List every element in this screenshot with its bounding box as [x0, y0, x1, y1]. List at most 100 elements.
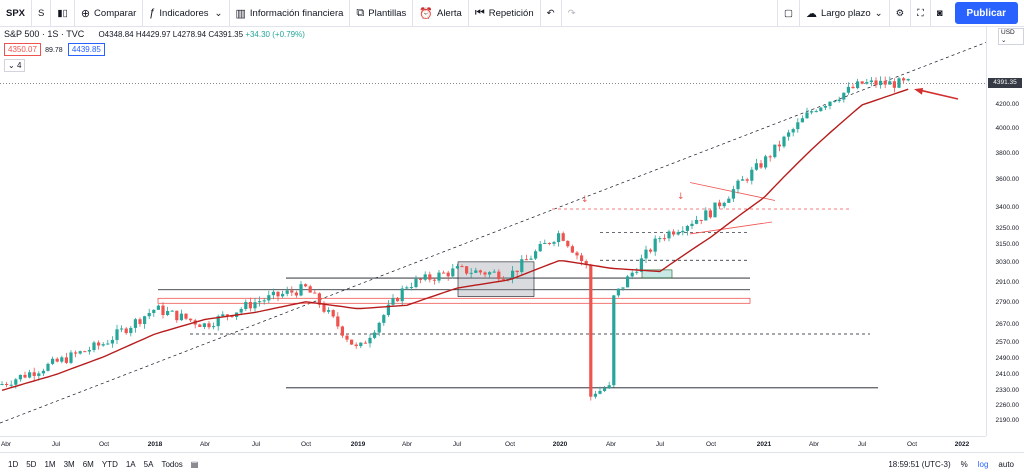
- candle: [879, 80, 883, 86]
- candle: [681, 230, 685, 233]
- redo-button[interactable]: ↷: [562, 0, 582, 26]
- date-range-icon[interactable]: ▤: [190, 460, 199, 469]
- price-tick: 2910.00: [995, 279, 1020, 287]
- currency-label: USD: [1001, 29, 1015, 36]
- time-tick: Abr: [0, 441, 12, 448]
- candle: [814, 111, 818, 113]
- candle: [262, 300, 266, 302]
- replay-label: Repetición: [488, 7, 534, 19]
- candle: [198, 324, 202, 328]
- fullscreen-button[interactable]: ⛶: [910, 0, 930, 26]
- time-axis[interactable]: Abr Jul Oct 2018 Abr Jul Oct 2019 Abr Jul Oct 2020 A…: [0, 436, 986, 453]
- bottom-bar: 1D 5D 1M 3M 6M YTD 1A 5A Todos ▤ 18:59:51 (UTC-3…: [0, 452, 1024, 476]
- square-icon: ▢: [783, 7, 793, 19]
- price-chart[interactable]: ↓ ↓: [0, 26, 986, 436]
- candle: [110, 339, 114, 344]
- fullscreen-icon: ⛶: [917, 7, 924, 19]
- candle: [345, 335, 349, 340]
- candle: [83, 351, 87, 353]
- candle: [18, 374, 22, 380]
- candle: [60, 357, 64, 362]
- range-button-5a[interactable]: 5A: [143, 460, 154, 469]
- replay-button[interactable]: ⏮ Repetición: [469, 0, 541, 26]
- cloud-icon: ☁: [805, 7, 817, 20]
- candle: [92, 342, 96, 351]
- settings-button[interactable]: ⚙: [888, 0, 911, 26]
- price-tick: 4200.00: [995, 101, 1020, 108]
- candle: [331, 310, 335, 317]
- legend-title[interactable]: S&P 500 · 1S · TVC: [4, 29, 85, 39]
- ohlc-high: H4429.97: [135, 30, 171, 39]
- time-tick: Abr: [199, 441, 211, 448]
- candle: [437, 272, 441, 281]
- candle: [442, 272, 446, 274]
- range-button-5d[interactable]: 5D: [26, 460, 37, 469]
- candle: [363, 342, 367, 344]
- candle: [322, 304, 326, 312]
- candle: [350, 339, 354, 345]
- clock[interactable]: 18:59:51 (UTC-3): [888, 460, 951, 469]
- range-button-3m[interactable]: 3M: [63, 460, 75, 469]
- candle: [630, 272, 634, 277]
- chart-type-button[interactable]: ▮▯: [51, 0, 75, 26]
- candle: [828, 101, 832, 106]
- candle: [538, 244, 542, 252]
- candle: [589, 264, 593, 397]
- candle: [166, 311, 170, 315]
- indicators-button[interactable]: ƒ Indicadores ⌄: [143, 0, 230, 26]
- compare-button[interactable]: ⊕ Comparar: [75, 0, 144, 26]
- symbol-search[interactable]: SPX: [0, 0, 33, 26]
- candle: [382, 315, 386, 323]
- range-button-1d[interactable]: 1D: [8, 460, 19, 469]
- candle: [354, 344, 358, 347]
- wedge-lower-line: [689, 221, 773, 235]
- candle: [276, 291, 280, 297]
- range-button-ytd[interactable]: YTD: [101, 460, 118, 469]
- candle: [368, 337, 372, 344]
- candle: [28, 372, 32, 378]
- interval-button[interactable]: S: [32, 0, 52, 26]
- undo-button[interactable]: ↶: [541, 0, 562, 26]
- auto-toggle[interactable]: auto: [998, 460, 1014, 469]
- candle: [488, 272, 492, 275]
- candle: [856, 81, 860, 89]
- ohlc-low: L4278.94: [172, 30, 207, 39]
- ohlc-close: C4391.35: [208, 30, 244, 39]
- price-axis[interactable]: 4200.00 4000.00 3800.00 3600.00 3400.00 3250.…: [986, 26, 1024, 436]
- candle: [175, 310, 179, 321]
- range-button-1m[interactable]: 1M: [44, 460, 56, 469]
- candle: [575, 252, 579, 256]
- candle: [524, 259, 528, 261]
- horizon-button[interactable]: ☁ Largo plazo ⌄: [798, 0, 889, 26]
- candle: [391, 298, 395, 305]
- candle: [373, 332, 377, 338]
- plus-circle-icon: ⊕: [80, 7, 91, 20]
- price-tick: 3400.00: [995, 203, 1020, 211]
- candle: [731, 189, 735, 199]
- range-button-1a[interactable]: 1A: [125, 460, 136, 469]
- candle: [446, 272, 450, 277]
- candle: [644, 249, 648, 259]
- candle: [603, 388, 607, 391]
- candle: [639, 258, 643, 272]
- financials-button[interactable]: ▥ Información financiera: [230, 0, 351, 26]
- publish-button[interactable]: Publicar: [954, 2, 1018, 24]
- candle: [616, 288, 620, 296]
- time-tick: Abr: [808, 441, 820, 448]
- collapse-indicators-button[interactable]: ⌄ 4: [4, 59, 26, 72]
- percent-toggle[interactable]: %: [960, 460, 968, 469]
- candle: [336, 316, 340, 327]
- layout-button[interactable]: ▢: [776, 0, 799, 26]
- candle: [764, 156, 768, 168]
- candle: [340, 326, 344, 336]
- range-button-todos[interactable]: Todos: [161, 460, 183, 469]
- range-button-6m[interactable]: 6M: [82, 460, 94, 469]
- templates-button[interactable]: ⧉ Plantillas: [350, 0, 414, 26]
- bid-price[interactable]: 4350.07: [4, 43, 41, 56]
- alert-button[interactable]: ⏰ Alerta: [413, 0, 469, 26]
- log-toggle[interactable]: log: [977, 460, 989, 469]
- screenshot-button[interactable]: ◙: [929, 0, 949, 26]
- ask-price[interactable]: 4439.85: [67, 43, 105, 56]
- candle: [662, 238, 666, 240]
- symbol-label: SPX: [6, 7, 26, 19]
